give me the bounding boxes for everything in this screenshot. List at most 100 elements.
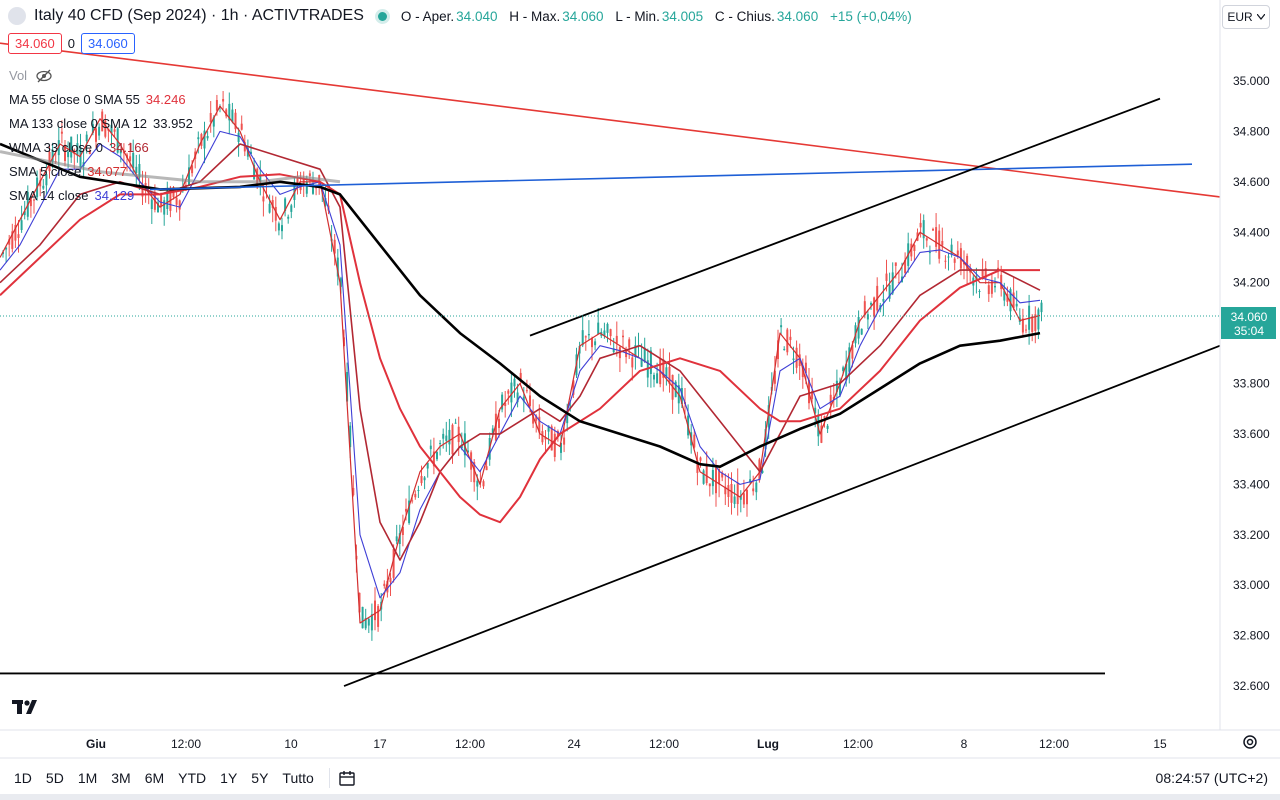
candle-body	[163, 200, 166, 215]
currency-select[interactable]: EUR	[1222, 5, 1270, 29]
candle-body	[764, 429, 767, 450]
toolbar-divider	[328, 768, 330, 788]
symbol-logo-icon[interactable]	[8, 7, 26, 25]
low-label: L - Min.	[615, 8, 660, 24]
utc-clock[interactable]: 08:24:57 (UTC+2)	[1155, 770, 1268, 786]
candle-body	[386, 580, 389, 593]
candle-body	[222, 98, 225, 102]
candle-body	[798, 354, 801, 367]
candle-body	[935, 227, 938, 247]
legend-indicator-5[interactable]: SMA 14 close 34.129	[9, 184, 193, 208]
range-all-button[interactable]: Tutto	[282, 770, 314, 786]
legend-indicator-4[interactable]: SMA 5 close 34.077	[9, 160, 193, 184]
candle-body	[401, 526, 404, 535]
candle-body	[1040, 302, 1043, 313]
range-5d-button[interactable]: 5D	[45, 770, 64, 786]
indicator-name: SMA 5 close	[9, 164, 82, 179]
indicator-name: MA 133 close 0 SMA 12	[9, 116, 148, 131]
candle-body	[395, 536, 398, 542]
legend-indicator-1[interactable]: MA 55 close 0 SMA 55 34.246	[9, 88, 193, 112]
candle-body	[188, 167, 190, 186]
candle-body	[522, 396, 525, 402]
symbol-title[interactable]: Italy 40 CFD (Sep 2024) · 1h · ACTIVTRAD…	[34, 7, 364, 24]
candle-body	[296, 176, 299, 184]
candle-body	[383, 583, 386, 587]
candle-body	[476, 480, 479, 487]
candle-body	[237, 132, 240, 142]
candle-body	[110, 124, 113, 134]
buy-price-button[interactable]: 34.060	[81, 33, 135, 54]
candle-body	[699, 457, 702, 461]
candle-body	[494, 413, 497, 441]
date-range-calendar-icon[interactable]	[338, 769, 358, 787]
candle-body	[606, 323, 609, 333]
candle-body	[897, 282, 900, 284]
candle-body	[374, 600, 376, 621]
candle-body	[8, 239, 11, 245]
candle-body	[346, 372, 349, 402]
candle-body	[870, 303, 872, 305]
candle-body	[250, 151, 252, 155]
candle-body	[894, 262, 897, 266]
candle-body	[231, 109, 234, 123]
indicator-value: 34.077	[87, 164, 128, 179]
candle-body	[544, 437, 547, 440]
range-6m-button[interactable]: 6M	[144, 770, 165, 786]
candle-body	[454, 422, 457, 424]
candle-body	[51, 149, 54, 162]
candle-body	[656, 373, 659, 384]
range-1y-button[interactable]: 1Y	[220, 770, 238, 786]
legend-indicator-2[interactable]: MA 133 close 0 SMA 12 33.952	[9, 112, 193, 136]
gear-icon[interactable]	[1241, 733, 1259, 751]
candle-body	[581, 330, 584, 346]
range-1d-button[interactable]: 1D	[14, 770, 32, 786]
range-1m-button[interactable]: 1M	[77, 770, 98, 786]
candle-body	[649, 350, 652, 374]
candle-body	[653, 374, 655, 380]
candle-body	[389, 577, 392, 583]
series-line-3	[0, 143, 1041, 561]
candle-body	[510, 382, 513, 403]
eye-hidden-icon[interactable]	[35, 69, 53, 83]
candle-body	[253, 164, 256, 180]
candle-body	[1037, 309, 1040, 330]
candle-body	[727, 485, 730, 497]
candle-body	[773, 370, 776, 384]
candle-body	[780, 325, 783, 328]
candle-body	[1000, 274, 1003, 290]
change-value: +15 (+0,04%)	[829, 8, 912, 24]
market-open-status-icon	[377, 11, 387, 21]
candle-body	[39, 180, 42, 187]
candle-body	[95, 128, 97, 142]
candle-body	[414, 493, 417, 498]
candle-body	[14, 225, 17, 241]
range-3m-button[interactable]: 3M	[111, 770, 131, 786]
trendline-3	[529, 97, 1161, 337]
candle-body	[76, 143, 79, 156]
candle-body	[501, 394, 504, 410]
candle-body	[281, 225, 283, 232]
candle-body	[436, 452, 438, 460]
tradingview-logo-icon[interactable]	[12, 698, 44, 716]
range-ytd-button[interactable]: YTD	[178, 770, 207, 786]
legend-indicator-3[interactable]: WMA 33 close 0 34.166	[9, 136, 193, 160]
candle-body	[504, 403, 507, 407]
candle-body	[491, 428, 494, 435]
candle-body	[178, 200, 181, 210]
candle-body	[135, 166, 138, 174]
candle-body	[956, 250, 959, 256]
legend-volume[interactable]: Vol	[9, 64, 193, 88]
candle-body	[792, 358, 795, 360]
range-5y-button[interactable]: 5Y	[251, 770, 269, 786]
candle-body	[525, 390, 528, 392]
candle-body	[823, 416, 826, 418]
candle-body	[498, 418, 500, 428]
candle-body	[742, 493, 745, 505]
sell-price-button[interactable]: 34.060	[8, 33, 62, 54]
candle-body	[1015, 303, 1018, 307]
candle-body	[1012, 292, 1015, 309]
candle-body	[665, 367, 668, 377]
candle-body	[925, 238, 928, 241]
indicator-lines	[0, 105, 1041, 624]
